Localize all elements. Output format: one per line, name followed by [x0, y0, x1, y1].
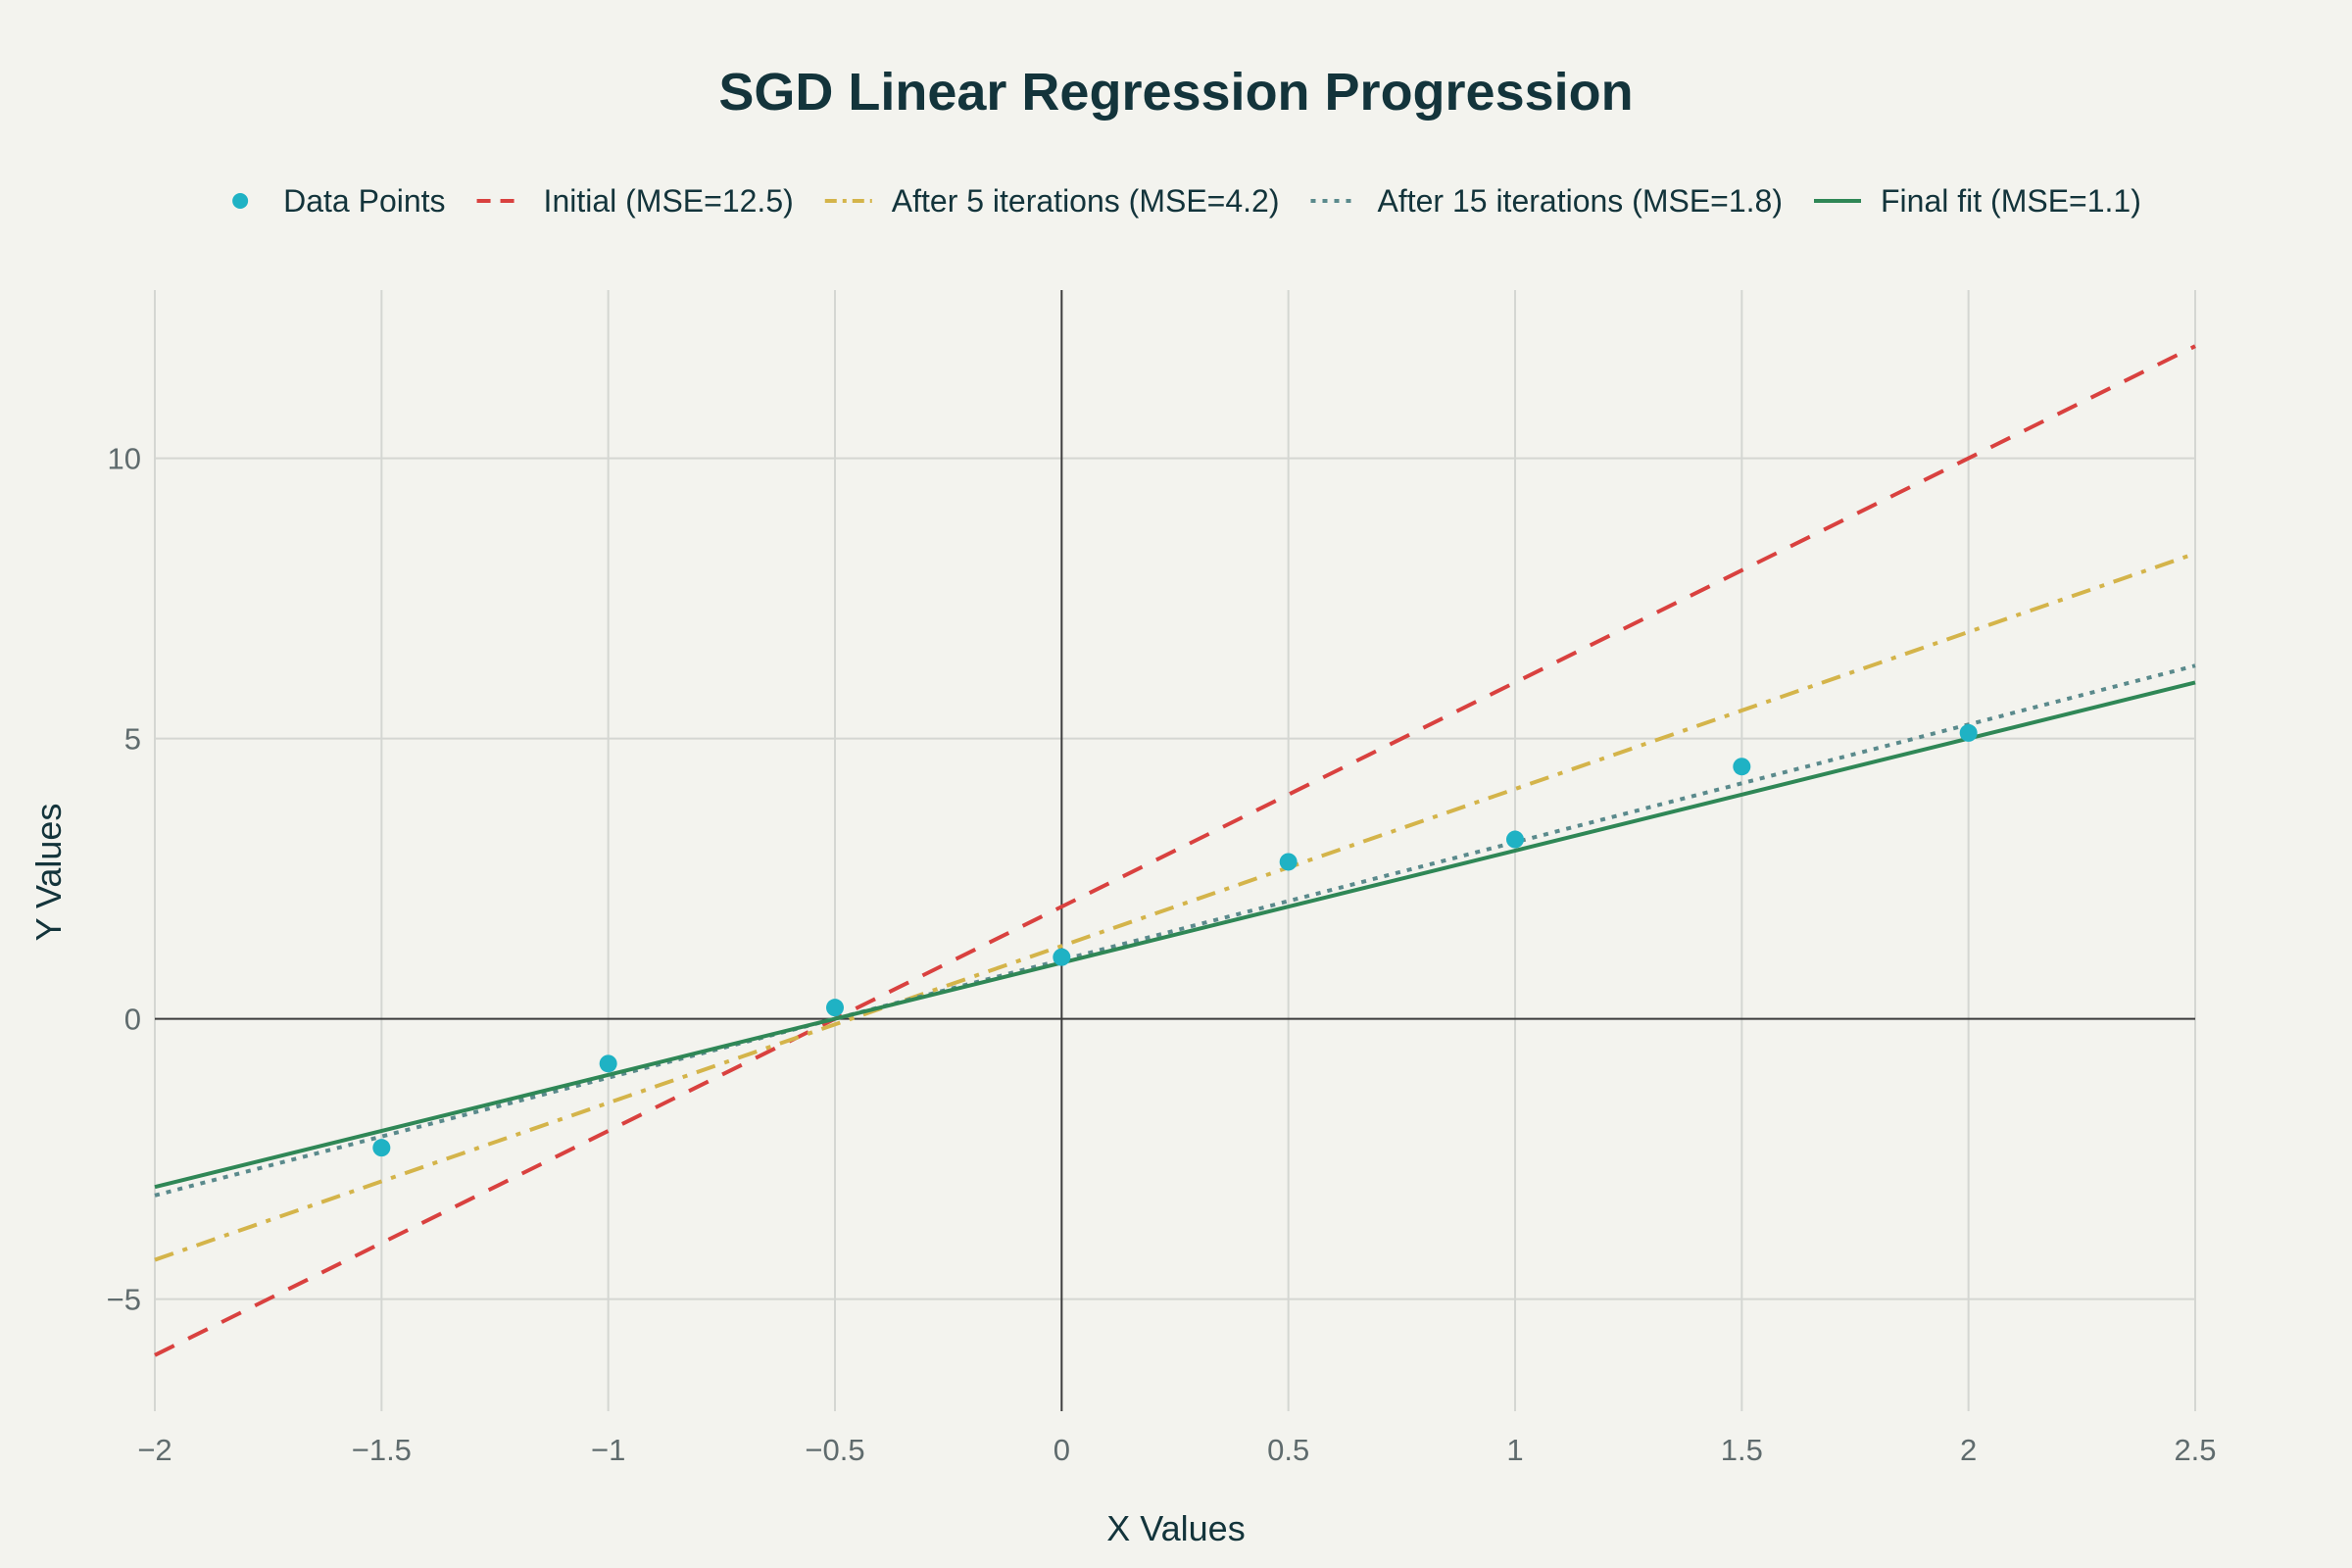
x-tick-label: 2.5: [2174, 1433, 2216, 1467]
x-tick-label: 0: [1054, 1433, 1070, 1467]
y-tick-label: −5: [107, 1283, 141, 1317]
legend: Data Points Initial (MSE=12.5) After 5 ite…: [232, 183, 2141, 219]
data-point: [826, 999, 844, 1017]
data-points: [372, 723, 1978, 1157]
series-lines: [154, 344, 2196, 1357]
legend-label: After 15 iterations (MSE=1.8): [1377, 183, 1783, 219]
x-tick-label: −0.5: [805, 1433, 864, 1467]
data-point: [1959, 723, 1978, 742]
x-tick-label: 1.5: [1721, 1433, 1763, 1467]
x-axis-title: X Values: [1106, 1508, 1245, 1548]
series-line-3: [154, 680, 2196, 1190]
series-line-1: [154, 551, 2196, 1262]
data-point: [1279, 853, 1298, 871]
y-axis-ticks: −5 0 5 10: [107, 442, 141, 1317]
data-point: [599, 1054, 617, 1073]
series-line-2: [154, 663, 2196, 1198]
legend-swatch: [232, 193, 249, 209]
x-tick-label: −2: [137, 1433, 172, 1467]
y-tick-label: 10: [108, 442, 141, 476]
x-tick-label: 1: [1506, 1433, 1523, 1467]
chart-title: SGD Linear Regression Progression: [718, 63, 1633, 122]
x-tick-label: 0.5: [1267, 1433, 1309, 1467]
data-point: [1733, 758, 1751, 776]
legend-label: Data Points: [283, 183, 445, 219]
x-tick-label: −1: [591, 1433, 625, 1467]
legend-item-2: After 5 iterations (MSE=4.2): [824, 183, 1280, 219]
legend-item-0: Data Points: [232, 183, 446, 219]
legend-item-1: Initial (MSE=12.5): [476, 183, 794, 219]
data-point: [1053, 948, 1071, 966]
legend-item-3: After 15 iterations (MSE=1.8): [1310, 183, 1783, 219]
grid: [154, 290, 2196, 1411]
legend-label: Final fit (MSE=1.1): [1881, 183, 2141, 219]
y-axis-title: Y Values: [28, 804, 69, 942]
data-point: [372, 1139, 391, 1157]
series-line-0: [154, 344, 2196, 1357]
data-point: [1506, 830, 1524, 849]
x-tick-label: −1.5: [352, 1433, 412, 1467]
zero-lines: [155, 290, 2195, 1411]
legend-label: Initial (MSE=12.5): [544, 183, 794, 219]
legend-item-4: Final fit (MSE=1.1): [1814, 183, 2141, 219]
y-tick-label: 5: [124, 722, 141, 757]
legend-label: After 5 iterations (MSE=4.2): [892, 183, 1280, 219]
x-axis-ticks: −2 −1.5 −1 −0.5 0 0.5 1 1.5 2 2.5: [137, 1433, 2216, 1467]
x-tick-label: 2: [1960, 1433, 1977, 1467]
y-tick-label: 0: [124, 1003, 141, 1037]
